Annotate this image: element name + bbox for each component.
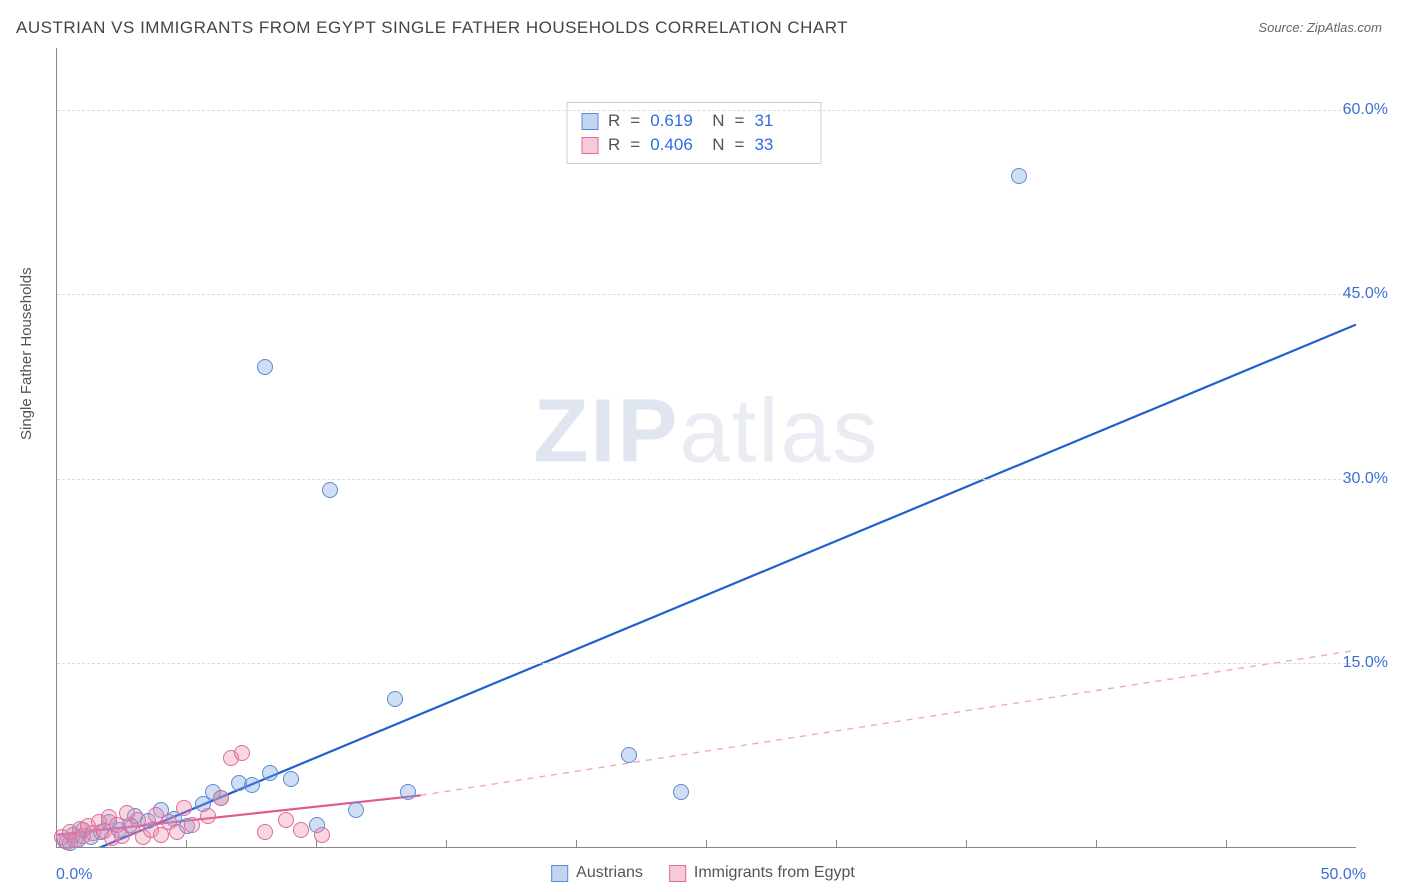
bottom-legend: Austrians Immigrants from Egypt	[551, 864, 855, 882]
x-tick-min: 0.0%	[56, 866, 92, 884]
stat-n-value: 33	[754, 135, 806, 155]
x-minor-tick	[1226, 840, 1227, 848]
data-point	[673, 784, 689, 800]
x-minor-tick	[1096, 840, 1097, 848]
data-point	[262, 765, 278, 781]
y-tick-label: 60.0%	[1343, 101, 1388, 119]
legend-swatch-pink	[581, 137, 598, 154]
source-value: ZipAtlas.com	[1307, 20, 1382, 35]
x-minor-tick	[446, 840, 447, 848]
data-point	[293, 822, 309, 838]
gridline	[57, 294, 1356, 295]
x-minor-tick	[576, 840, 577, 848]
stats-row-austrians: R = 0.619 N = 31	[581, 109, 806, 133]
data-point	[234, 745, 250, 761]
stat-eq: =	[735, 111, 745, 131]
x-minor-tick	[966, 840, 967, 848]
data-point	[322, 482, 338, 498]
stat-label: R	[608, 111, 620, 131]
source-label: Source:	[1258, 20, 1303, 35]
data-point	[348, 802, 364, 818]
y-tick-label: 15.0%	[1343, 654, 1388, 672]
stat-label: N	[712, 135, 724, 155]
legend-label: Immigrants from Egypt	[694, 864, 855, 882]
legend-swatch-blue	[581, 113, 598, 130]
legend-swatch-pink	[669, 865, 686, 882]
data-point	[200, 808, 216, 824]
watermark-rest: atlas	[679, 381, 879, 481]
data-point	[213, 790, 229, 806]
data-point	[278, 812, 294, 828]
stats-legend-box: R = 0.619 N = 31 R = 0.406 N = 33	[566, 102, 821, 164]
data-point	[176, 800, 192, 816]
gridline	[57, 479, 1356, 480]
source-attribution: Source: ZipAtlas.com	[1258, 20, 1382, 35]
y-tick-label: 30.0%	[1343, 470, 1388, 488]
legend-swatch-blue	[551, 865, 568, 882]
x-minor-tick	[836, 840, 837, 848]
x-minor-tick	[316, 840, 317, 848]
data-point	[244, 777, 260, 793]
legend-item-egypt: Immigrants from Egypt	[669, 864, 855, 882]
y-axis-label: Single Father Households	[18, 267, 35, 440]
stat-r-value: 0.619	[650, 111, 702, 131]
watermark: ZIPatlas	[533, 380, 879, 483]
stat-eq: =	[735, 135, 745, 155]
legend-label: Austrians	[576, 864, 643, 882]
x-minor-tick	[186, 840, 187, 848]
x-tick-max: 50.0%	[1321, 866, 1366, 884]
data-point	[387, 691, 403, 707]
plot-area: ZIPatlas R = 0.619 N = 31 R = 0.406 N = …	[56, 48, 1356, 848]
legend-item-austrians: Austrians	[551, 864, 643, 882]
data-point	[400, 784, 416, 800]
data-point	[184, 817, 200, 833]
chart-title: AUSTRIAN VS IMMIGRANTS FROM EGYPT SINGLE…	[16, 18, 848, 38]
data-point	[169, 824, 185, 840]
data-point	[257, 824, 273, 840]
data-point	[1011, 168, 1027, 184]
trend-lines	[57, 48, 1356, 847]
stat-r-value: 0.406	[650, 135, 702, 155]
y-tick-label: 45.0%	[1343, 285, 1388, 303]
x-minor-tick	[706, 840, 707, 848]
watermark-bold: ZIP	[533, 381, 679, 481]
stat-n-value: 31	[754, 111, 806, 131]
gridline	[57, 110, 1356, 111]
stat-label: R	[608, 135, 620, 155]
data-point	[283, 771, 299, 787]
stat-eq: =	[630, 111, 640, 131]
gridline	[57, 663, 1356, 664]
stat-eq: =	[630, 135, 640, 155]
stat-label: N	[712, 111, 724, 131]
data-point	[257, 359, 273, 375]
data-point	[621, 747, 637, 763]
stats-row-egypt: R = 0.406 N = 33	[581, 133, 806, 157]
